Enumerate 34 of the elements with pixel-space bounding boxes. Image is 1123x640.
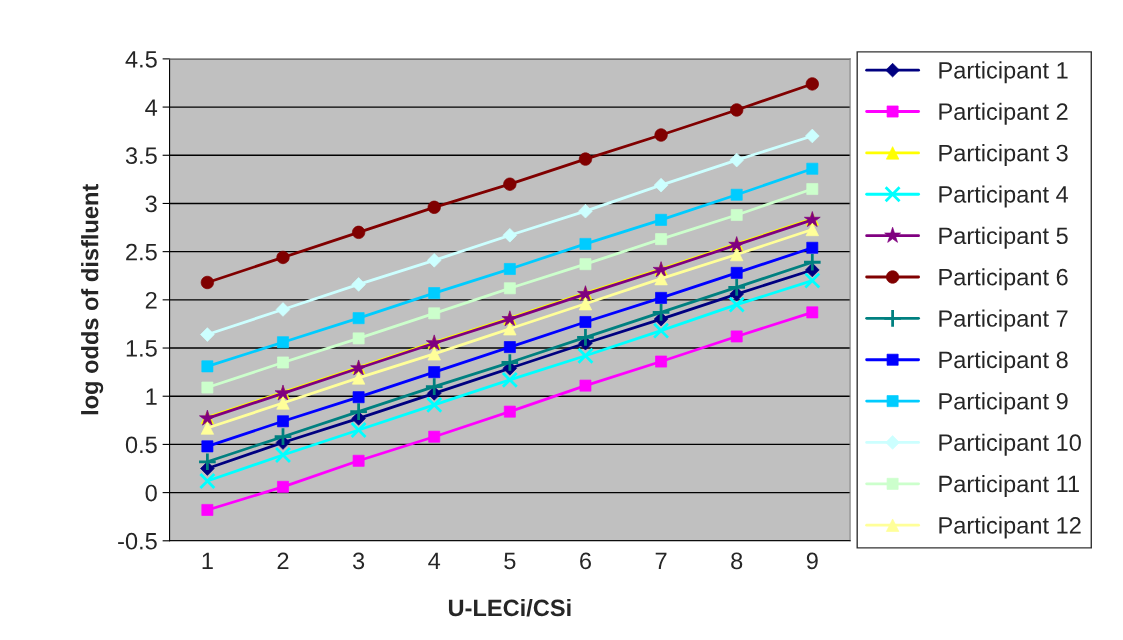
y-axis-title: log odds of disfluent xyxy=(81,184,104,415)
legend-label: Participant 5 xyxy=(939,226,1068,249)
x-tick-label: 5 xyxy=(504,552,516,570)
x-axis-title: U-LECi/CSi xyxy=(448,598,571,617)
x-tick-label: 1 xyxy=(202,552,213,570)
legend-label: Participant 3 xyxy=(939,144,1068,167)
y-tick-label: 3.5 xyxy=(125,147,157,165)
x-tick-label: 8 xyxy=(731,552,743,570)
y-tick-label: 1.5 xyxy=(126,340,157,357)
y-tick-label: 2.5 xyxy=(126,243,157,261)
x-tick-label: 2 xyxy=(277,552,289,570)
x-tick-label: 7 xyxy=(655,552,667,570)
x-tick-label: 9 xyxy=(806,552,818,570)
x-tick-label: 4 xyxy=(428,552,441,570)
y-tick-label: 4 xyxy=(145,99,158,116)
legend-label: Participant 9 xyxy=(939,392,1068,415)
legend-label: Participant 8 xyxy=(939,350,1068,373)
legend-label: Participant 12 xyxy=(939,516,1081,539)
legend-label: Participant 6 xyxy=(939,268,1068,291)
y-tick-label: 0.5 xyxy=(125,436,157,454)
legend-label: Participant 2 xyxy=(939,102,1068,125)
y-tick-label: 4.5 xyxy=(125,51,157,68)
legend-label: Participant 4 xyxy=(939,185,1069,208)
legend-label: Participant 10 xyxy=(939,433,1081,456)
x-tick-label: 3 xyxy=(352,552,365,570)
y-tick-label: 1 xyxy=(146,388,157,405)
legend-label: Participant 7 xyxy=(939,309,1068,332)
y-tick-label: -0.5 xyxy=(118,532,157,550)
x-tick-label: 6 xyxy=(580,552,591,570)
legend-label: Participant 1 xyxy=(939,61,1068,84)
y-tick-label: 0 xyxy=(145,484,157,502)
legend-label: Participant 11 xyxy=(939,475,1079,498)
y-tick-label: 3 xyxy=(145,195,157,213)
y-tick-label: 2 xyxy=(145,291,157,309)
